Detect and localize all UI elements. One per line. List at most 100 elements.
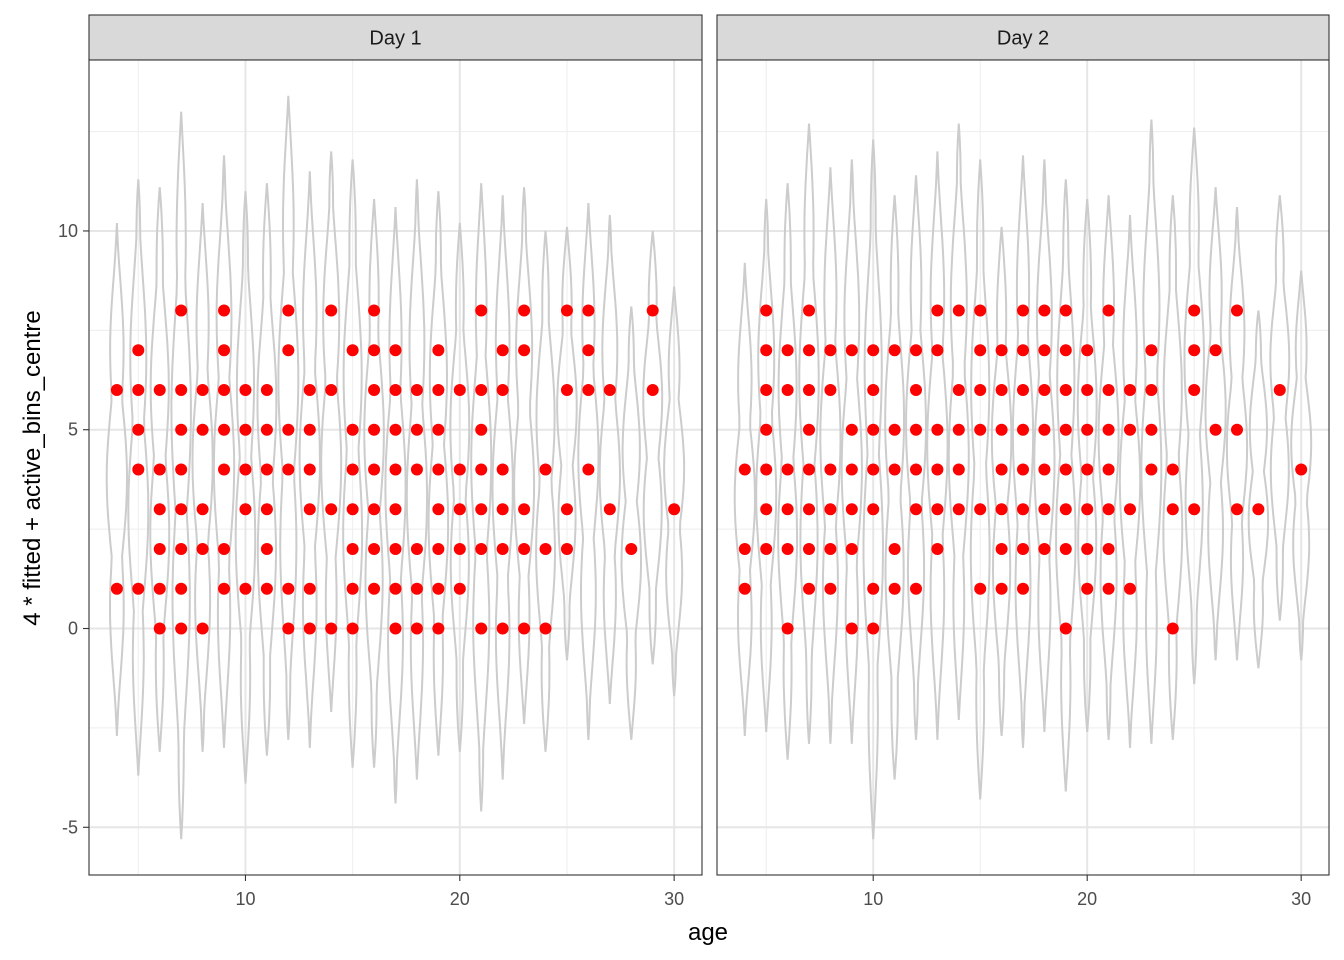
data-point: [931, 543, 944, 555]
data-point: [867, 344, 880, 357]
violin-age-29: [642, 230, 664, 665]
data-point: [888, 543, 901, 555]
violin-age-4: [105, 222, 129, 736]
data-point: [603, 383, 616, 396]
data-point: [560, 304, 573, 317]
data-point: [368, 543, 381, 555]
data-point: [931, 503, 944, 516]
data-point: [325, 503, 338, 516]
violin-age-24: [535, 230, 557, 752]
data-point: [218, 304, 231, 317]
data-point: [1102, 463, 1115, 476]
data-point: [888, 344, 901, 357]
data-point: [303, 582, 316, 595]
data-point: [153, 463, 166, 476]
data-point: [1209, 344, 1222, 357]
data-point: [931, 344, 944, 357]
data-point: [368, 304, 381, 317]
data-point: [1038, 304, 1051, 317]
y-axis-title: 4 * fitted + active_bins_centre: [19, 310, 46, 626]
y-axis: -5 0 5 10 4 * fitted + active_bins_centre: [19, 221, 89, 837]
data-point: [1145, 344, 1158, 357]
data-point: [389, 383, 402, 396]
data-point: [1102, 423, 1115, 436]
data-point: [1230, 423, 1243, 436]
data-point: [496, 463, 509, 476]
data-point: [1059, 543, 1072, 555]
data-point: [1038, 344, 1051, 357]
data-point: [803, 463, 816, 476]
data-point: [995, 503, 1008, 516]
data-point: [1102, 582, 1115, 595]
violin-age-19: [1055, 179, 1077, 792]
data-point: [368, 463, 381, 476]
data-point: [760, 463, 773, 476]
data-point: [845, 344, 858, 357]
y-tick-label: 10: [58, 221, 78, 241]
data-point: [453, 503, 466, 516]
data-point: [995, 383, 1008, 396]
panel-2: Day 2 10 20 30: [716, 14, 1330, 909]
data-point: [196, 622, 209, 635]
data-point: [1059, 423, 1072, 436]
x-tick-label: 10: [863, 889, 883, 909]
data-point: [496, 543, 509, 555]
y-tick-label: 5: [68, 420, 78, 440]
data-point: [1188, 304, 1201, 317]
data-point: [760, 344, 773, 357]
data-point: [346, 423, 359, 436]
data-point: [239, 463, 252, 476]
data-point: [346, 543, 359, 555]
data-point: [518, 543, 531, 555]
data-point: [282, 463, 295, 476]
data-point: [260, 582, 273, 595]
data-point: [175, 582, 188, 595]
data-point: [1273, 383, 1286, 396]
data-point: [1230, 503, 1243, 516]
data-point: [995, 423, 1008, 436]
data-point: [888, 582, 901, 595]
data-point: [910, 344, 923, 357]
data-point: [432, 463, 445, 476]
data-point: [389, 503, 402, 516]
data-point: [260, 463, 273, 476]
data-point: [539, 622, 552, 635]
data-point: [410, 622, 423, 635]
data-point: [803, 304, 816, 317]
data-point: [824, 543, 837, 555]
violin-age-12: [905, 175, 928, 740]
data-point: [432, 344, 445, 357]
data-point: [974, 344, 987, 357]
data-point: [260, 503, 273, 516]
x-tick-label: 30: [1291, 889, 1311, 909]
data-point: [1145, 423, 1158, 436]
data-point: [218, 423, 231, 436]
data-point: [760, 543, 773, 555]
data-point: [196, 543, 209, 555]
x-tick-label: 20: [1077, 889, 1097, 909]
data-point: [803, 383, 816, 396]
data-point: [239, 423, 252, 436]
data-point: [1059, 463, 1072, 476]
violin-age-5: [127, 179, 150, 776]
data-point: [931, 423, 944, 436]
data-point: [218, 582, 231, 595]
data-point: [432, 383, 445, 396]
data-point: [132, 423, 145, 436]
data-point: [1059, 383, 1072, 396]
data-point: [389, 582, 402, 595]
data-point: [239, 383, 252, 396]
data-point: [410, 423, 423, 436]
data-point: [931, 463, 944, 476]
data-point: [582, 463, 595, 476]
data-point: [910, 383, 923, 396]
panel-plot-area: [89, 60, 702, 875]
violin-age-23: [513, 187, 536, 724]
violin-age-15: [969, 159, 991, 800]
data-point: [1038, 503, 1051, 516]
data-point: [539, 543, 552, 555]
data-point: [803, 344, 816, 357]
data-point: [560, 543, 573, 555]
data-point: [196, 503, 209, 516]
data-point: [410, 463, 423, 476]
